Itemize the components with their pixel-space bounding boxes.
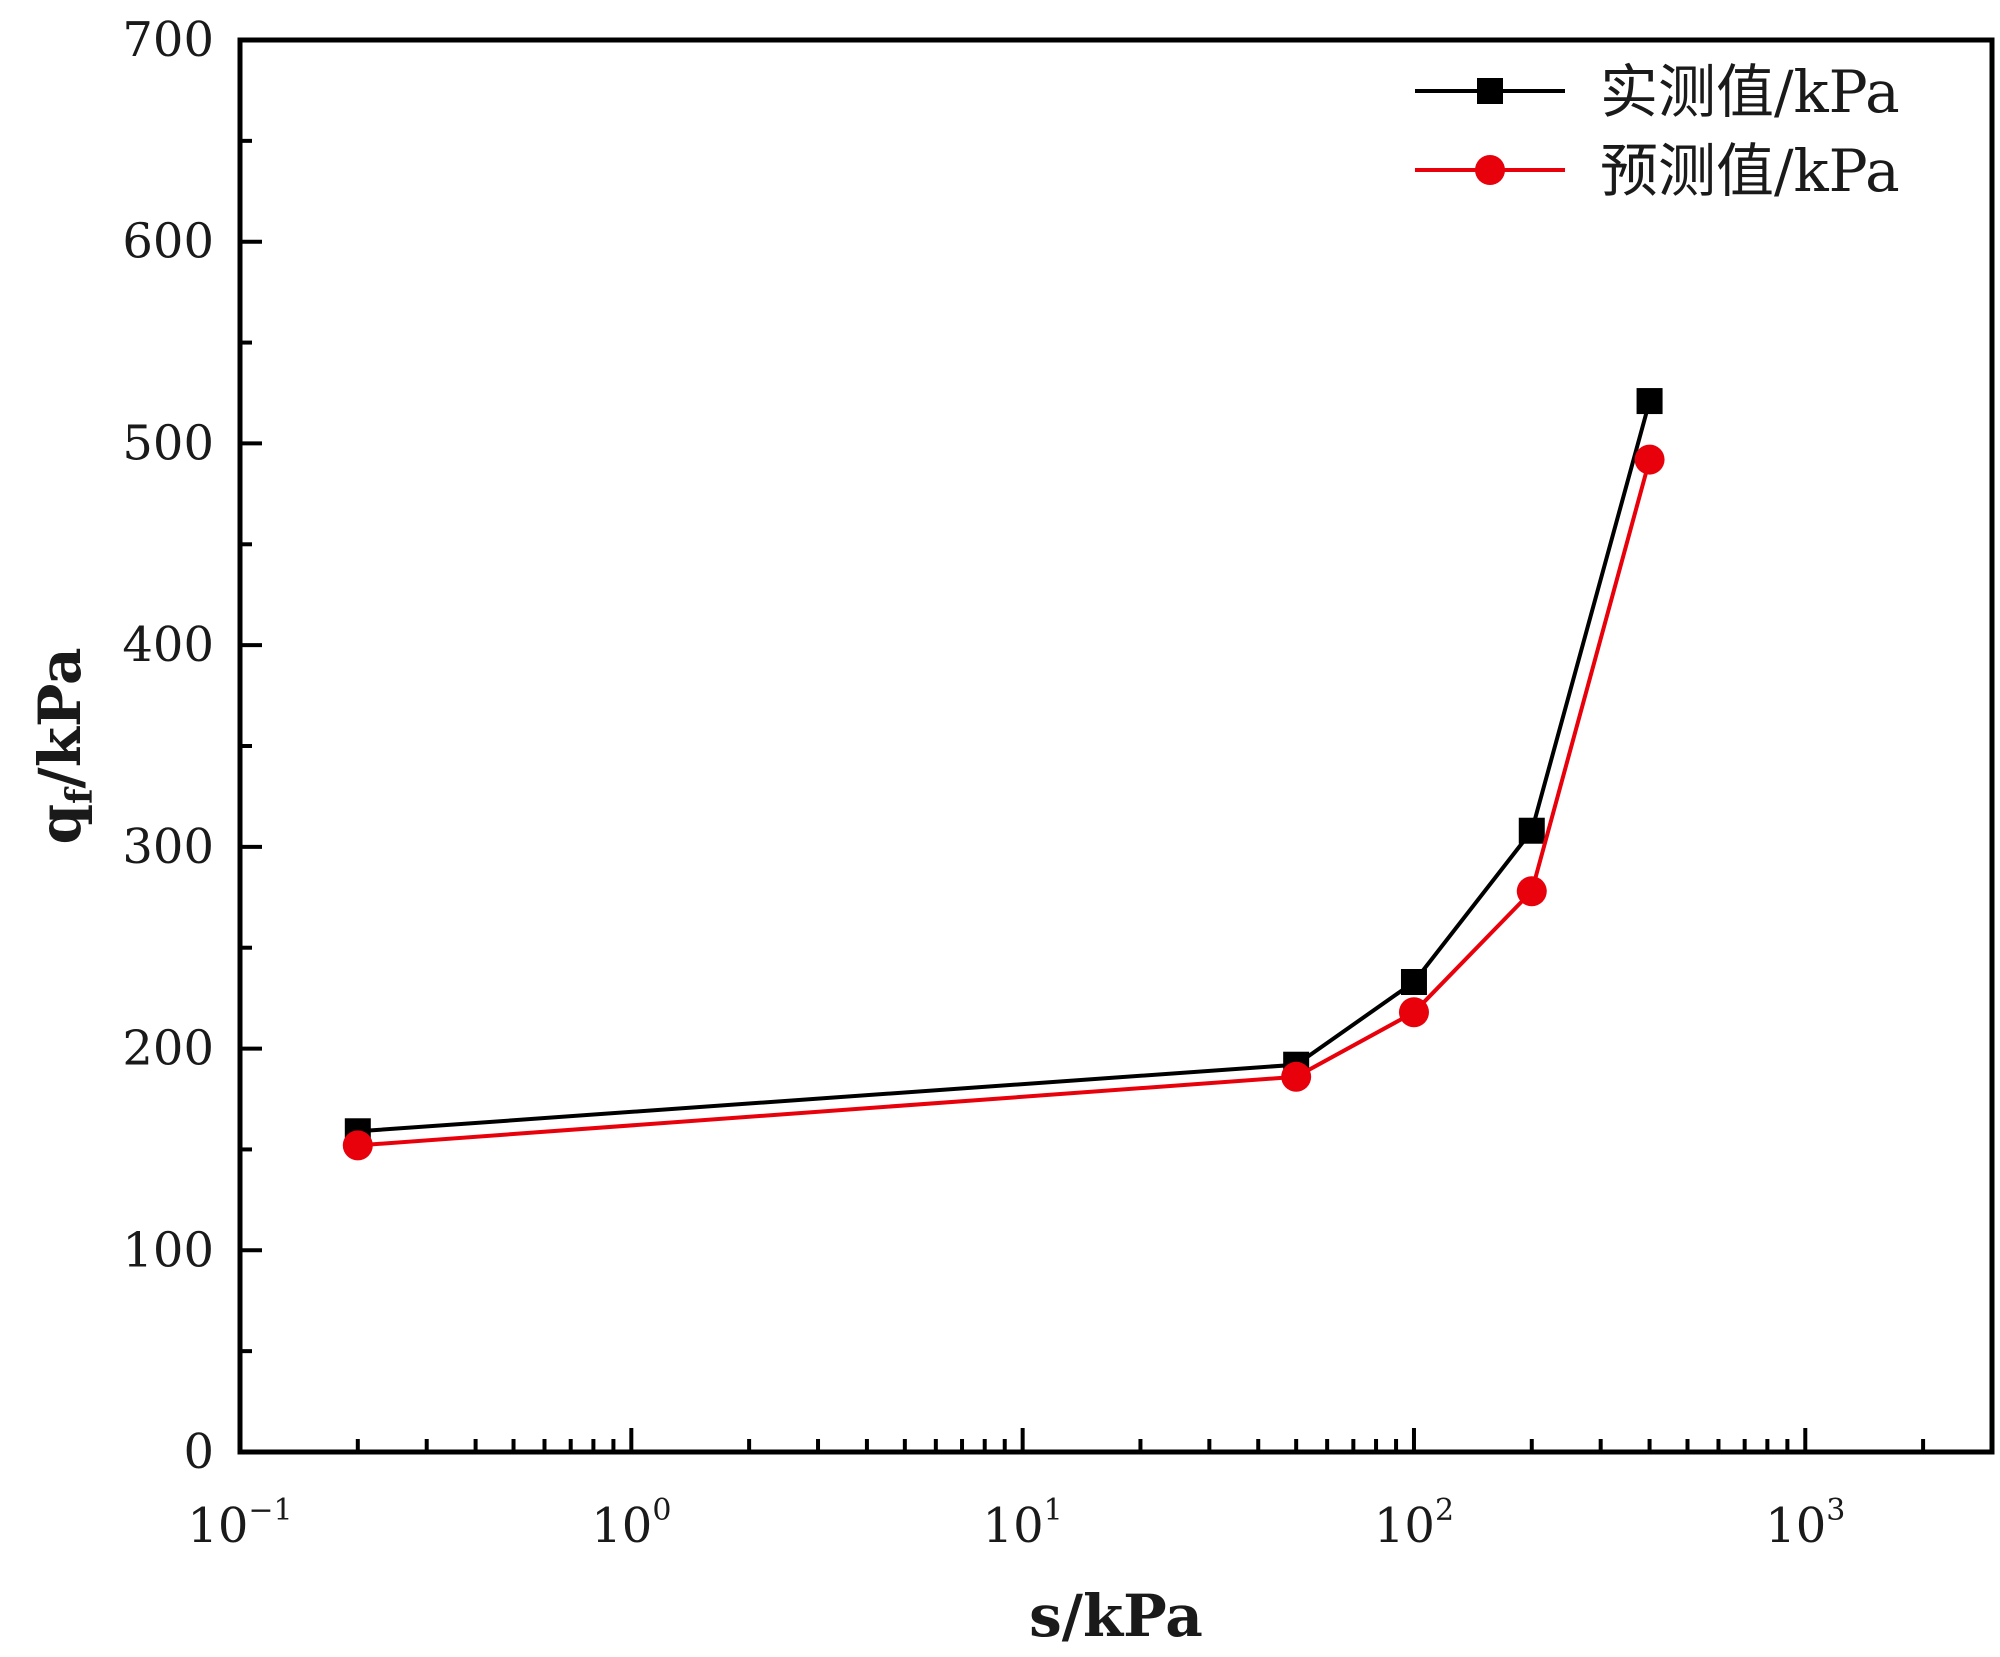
series-line-0 (357, 400, 1652, 1134)
y-axis-title-unit: /kPa (26, 647, 94, 788)
x-tick-label: 102 (1374, 1493, 1454, 1554)
y-tick-label: 200 (122, 1021, 214, 1077)
y-axis: 0 100 200 300 400 500 600 700 (122, 12, 262, 1480)
x-tick-label: 100 (591, 1493, 671, 1554)
x-tick-label: 103 (1765, 1493, 1845, 1554)
x-tick-label: 10−1 (187, 1493, 292, 1554)
x-tick-label-exponent: 2 (1435, 1493, 1454, 1528)
x-tick-label-base: 10 (983, 1498, 1044, 1554)
legend: 实测值/kPa 预测值/kPa (1415, 58, 1900, 205)
x-tick-label: 101 (983, 1493, 1063, 1554)
x-tick-label-base: 10 (1374, 1498, 1435, 1554)
legend-entry-measured: 实测值/kPa (1415, 58, 1900, 126)
legend-label-predicted: 预测值/kPa (1600, 137, 1900, 205)
series-1-point (1634, 444, 1665, 475)
y-tick-label: 700 (122, 12, 214, 68)
x-tick-label-base: 10 (187, 1498, 248, 1554)
legend-marker-measured (1477, 78, 1503, 104)
x-tick-label-base: 10 (1765, 1498, 1826, 1554)
series-0-point (1518, 817, 1545, 844)
series-layer (342, 388, 1665, 1161)
x-tick-label-base: 10 (591, 1498, 652, 1554)
series-1-point (1516, 876, 1547, 907)
x-tick-label-exponent: 3 (1826, 1493, 1845, 1528)
x-axis-title: s/kPa (1029, 1582, 1203, 1650)
x-axis: 10−1 100 101 102 103 (187, 1428, 1994, 1554)
legend-entry-predicted: 预测值/kPa (1415, 137, 1900, 205)
series-1-point (342, 1130, 373, 1161)
y-tick-label: 400 (122, 617, 214, 673)
y-tick-label: 0 (183, 1424, 214, 1480)
series-0-point (1636, 388, 1663, 415)
legend-label-measured: 实测值/kPa (1600, 58, 1900, 126)
y-tick-label: 500 (122, 415, 214, 471)
plot-frame (237, 37, 1995, 1455)
y-axis-title: qf/kPa (26, 647, 101, 844)
series-line-1 (357, 459, 1652, 1148)
x-tick-label-exponent: 0 (652, 1493, 671, 1528)
y-axis-title-q: q (26, 804, 94, 845)
y-axis-title-sub: f (59, 786, 101, 804)
series-1-point (1281, 1061, 1312, 1092)
y-tick-label: 300 (122, 819, 214, 875)
legend-marker-predicted (1475, 155, 1505, 185)
y-tick-label: 600 (122, 214, 214, 270)
series-1-point (1398, 997, 1429, 1028)
y-tick-label: 100 (122, 1222, 214, 1278)
x-tick-label-exponent: −1 (248, 1493, 292, 1528)
x-tick-label-exponent: 1 (1044, 1493, 1063, 1528)
series-0-point (1400, 969, 1427, 996)
